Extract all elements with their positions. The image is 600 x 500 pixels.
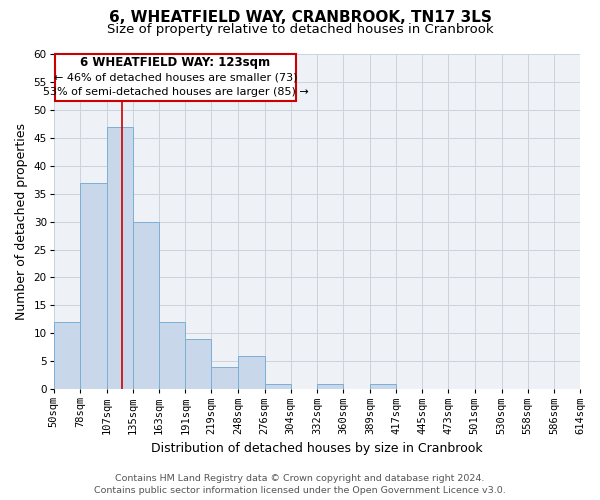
Text: Contains HM Land Registry data © Crown copyright and database right 2024.
Contai: Contains HM Land Registry data © Crown c… (94, 474, 506, 495)
Text: ← 46% of detached houses are smaller (73): ← 46% of detached houses are smaller (73… (54, 72, 297, 82)
Text: 53% of semi-detached houses are larger (85) →: 53% of semi-detached houses are larger (… (43, 87, 308, 97)
Bar (107, 126, 133, 389)
Bar (370, 384, 396, 389)
Text: Size of property relative to detached houses in Cranbrook: Size of property relative to detached ho… (107, 22, 493, 36)
Bar (265, 384, 291, 389)
FancyBboxPatch shape (55, 54, 296, 102)
Bar (54, 322, 80, 389)
Y-axis label: Number of detached properties: Number of detached properties (15, 123, 28, 320)
Bar (238, 356, 265, 389)
Bar (133, 222, 159, 389)
Text: 6, WHEATFIELD WAY, CRANBROOK, TN17 3LS: 6, WHEATFIELD WAY, CRANBROOK, TN17 3LS (109, 10, 491, 25)
Bar (211, 367, 238, 389)
Bar (317, 384, 343, 389)
Bar (80, 182, 107, 389)
X-axis label: Distribution of detached houses by size in Cranbrook: Distribution of detached houses by size … (151, 442, 482, 455)
Bar (185, 339, 211, 389)
Bar (159, 322, 185, 389)
Text: 6 WHEATFIELD WAY: 123sqm: 6 WHEATFIELD WAY: 123sqm (80, 56, 271, 68)
